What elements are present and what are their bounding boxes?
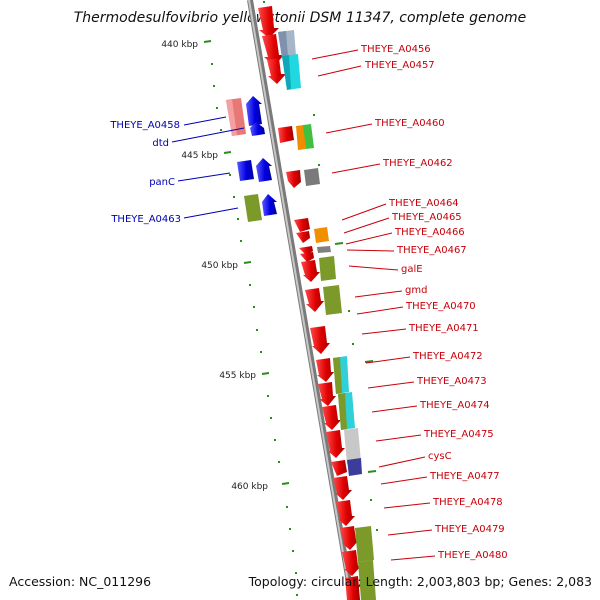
leader-lines-reverse bbox=[171, 116, 245, 219]
forward-gene-arrows bbox=[258, 6, 361, 600]
gene-arrow bbox=[258, 6, 279, 38]
gene-arrow bbox=[318, 382, 336, 406]
gene-label: THEYE_A0478 bbox=[432, 497, 503, 508]
forward-feature-blocks bbox=[278, 30, 376, 600]
gene-arrow bbox=[333, 476, 352, 500]
gene-label: THEYE_A0463 bbox=[110, 214, 181, 225]
gene-arrow bbox=[250, 122, 265, 136]
gene-label: THEYE_A0475 bbox=[423, 429, 494, 440]
forward-gene-labels: THEYE_A0456 THEYE_A0457 THEYE_A0460 THEY… bbox=[360, 44, 508, 561]
reverse-gene-arrows bbox=[226, 96, 277, 222]
gene-label: gmd bbox=[405, 285, 427, 296]
scale-label-450: 450 kbp bbox=[201, 261, 238, 271]
gene-label: THEYE_A0458 bbox=[109, 120, 180, 131]
accession-text: Accession: NC_011296 bbox=[9, 574, 152, 589]
gene-arrow bbox=[326, 430, 345, 458]
gene-arrow bbox=[286, 170, 301, 188]
gene-arrow bbox=[345, 576, 360, 600]
gene-label: THEYE_A0477 bbox=[429, 471, 500, 482]
gene-label: THEYE_A0473 bbox=[416, 376, 487, 387]
gene-arrow bbox=[278, 126, 294, 143]
gene-label: THEYE_A0480 bbox=[437, 550, 508, 561]
gene-label: dtd bbox=[152, 138, 169, 149]
scale-labels: 440 kbp 445 kbp 450 kbp 455 kbp 460 kbp bbox=[161, 40, 268, 492]
genome-summary: Topology: circular; Length: 2,003,803 bp… bbox=[248, 574, 592, 589]
gene-arrow bbox=[237, 160, 254, 181]
gene-arrow bbox=[262, 194, 277, 216]
gene-label: THEYE_A0466 bbox=[394, 227, 465, 238]
gene-label: panC bbox=[149, 177, 175, 188]
map-title: Thermodesulfovibrio yellowstonii DSM 113… bbox=[73, 10, 527, 26]
gene-arrow bbox=[305, 288, 324, 312]
gene-label: THEYE_A0467 bbox=[396, 245, 467, 256]
gene-arrow bbox=[300, 252, 314, 262]
scale-label-460: 460 kbp bbox=[231, 482, 268, 492]
scale-ticks bbox=[203, 1, 378, 596]
scale-label-455: 455 kbp bbox=[219, 371, 256, 381]
gene-arrow bbox=[342, 550, 361, 576]
gene-label: THEYE_A0474 bbox=[419, 400, 490, 411]
gene-label: THEYE_A0471 bbox=[408, 323, 479, 334]
gene-arrow bbox=[316, 358, 334, 382]
gene-label: THEYE_A0472 bbox=[412, 351, 483, 362]
gene-arrow bbox=[256, 158, 272, 182]
gene-label: galE bbox=[401, 264, 423, 275]
scale-label-440: 440 kbp bbox=[161, 40, 198, 50]
gene-label: cysC bbox=[428, 451, 452, 462]
gene-arrow bbox=[267, 58, 286, 84]
reverse-gene-labels: THEYE_A0458 dtd panC THEYE_A0463 bbox=[109, 120, 181, 225]
gene-label: THEYE_A0456 bbox=[360, 44, 431, 55]
gene-arrow bbox=[310, 326, 330, 354]
gene-arrow bbox=[246, 96, 262, 126]
gene-arrow bbox=[331, 460, 347, 476]
gene-arrow bbox=[301, 260, 320, 282]
leader-lines-forward bbox=[311, 49, 436, 561]
gene-label: THEYE_A0460 bbox=[374, 118, 445, 129]
scale-label-445: 445 kbp bbox=[181, 151, 218, 161]
gene-label: THEYE_A0462 bbox=[382, 158, 453, 169]
gene-arrow bbox=[262, 34, 284, 66]
gene-arrow bbox=[294, 218, 310, 232]
gene-label: THEYE_A0457 bbox=[364, 60, 435, 71]
genome-backbone-highlight bbox=[248, 0, 352, 600]
gene-arrow bbox=[340, 526, 359, 550]
gene-label: THEYE_A0465 bbox=[391, 212, 462, 223]
gene-arrow bbox=[336, 500, 355, 526]
gene-label: THEYE_A0470 bbox=[405, 301, 476, 312]
gene-label: THEYE_A0464 bbox=[388, 198, 459, 209]
gene-arrow bbox=[322, 405, 341, 430]
gene-label: THEYE_A0479 bbox=[434, 524, 505, 535]
gene-arrow bbox=[296, 231, 310, 243]
